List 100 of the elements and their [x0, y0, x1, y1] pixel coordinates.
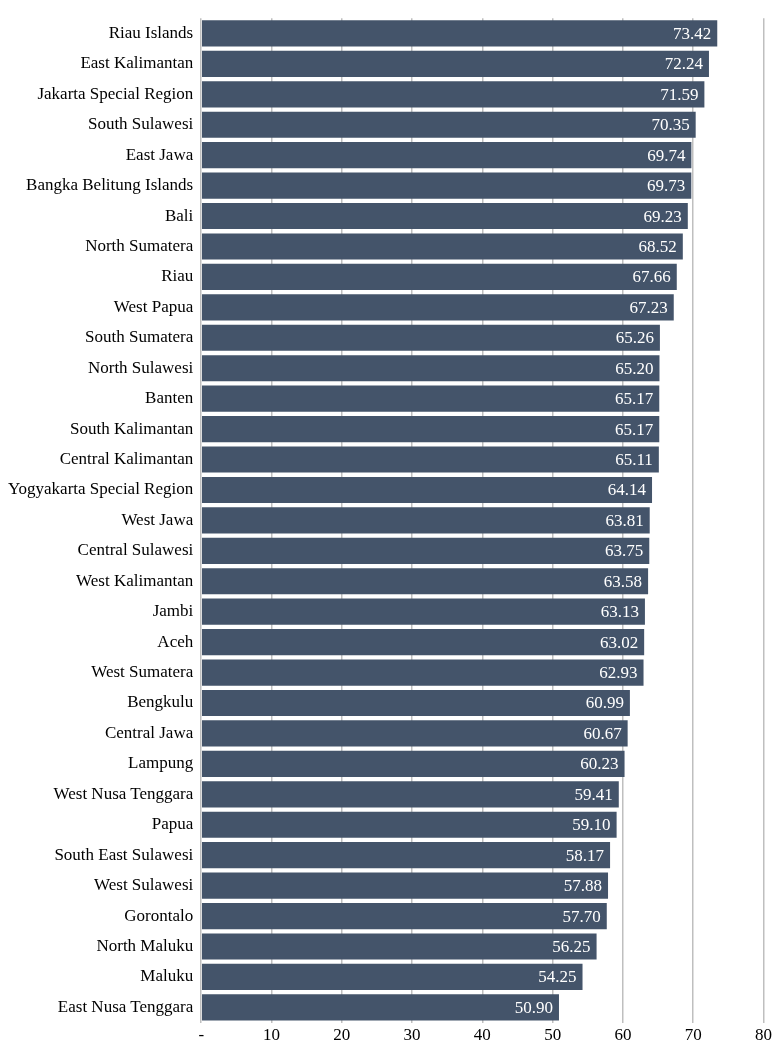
data-label: 57.70	[562, 906, 601, 926]
bar	[201, 416, 660, 443]
bar	[201, 142, 692, 169]
data-label: 68.52	[638, 236, 677, 256]
bar	[201, 842, 611, 869]
y-tick-label: South Sumatera	[85, 327, 194, 347]
y-tick-label: Maluku	[140, 966, 194, 986]
y-tick-label: East Kalimantan	[80, 53, 194, 73]
data-label: 56.25	[552, 936, 591, 956]
x-tick-label: 60	[614, 1025, 632, 1045]
x-tick-label: 80	[755, 1025, 772, 1045]
data-label: 69.74	[647, 145, 686, 165]
bar	[201, 50, 709, 77]
y-tick-label: Central Jawa	[104, 722, 194, 742]
y-tick-label: Gorontalo	[124, 905, 194, 925]
bar	[201, 294, 674, 321]
data-label: 73.42	[673, 23, 712, 43]
data-label: 54.25	[538, 967, 577, 987]
y-tick-label: Central Kalimantan	[59, 449, 194, 468]
data-label: 63.81	[605, 510, 644, 530]
x-tick-label: 30	[403, 1025, 421, 1045]
y-tick-label: North Sumatera	[85, 235, 194, 255]
y-tick-label: Papua	[151, 814, 194, 834]
data-label: 57.88	[563, 876, 603, 896]
y-tick-label: East Nusa Tenggara	[57, 996, 194, 1016]
y-tick-label: North Maluku	[96, 935, 194, 955]
bar	[201, 324, 660, 351]
y-tick-label: South Sulawesi	[87, 114, 194, 134]
y-tick-label: Jambi	[152, 601, 194, 621]
x-tick-label: 40	[473, 1025, 491, 1045]
x-tick-label: 70	[684, 1025, 702, 1045]
data-label: 72.24	[664, 54, 704, 74]
y-tick-label: West Nusa Tenggara	[53, 783, 194, 803]
y-tick-label: Central Sulawesi	[77, 540, 194, 560]
data-label: 59.41	[574, 784, 613, 804]
data-label: 71.59	[660, 84, 699, 104]
bar	[201, 355, 660, 382]
y-tick-label: West Papua	[113, 296, 194, 316]
data-label: 65.17	[615, 389, 654, 409]
y-tick-label: West Kalimantan	[76, 570, 194, 590]
bar	[201, 933, 597, 960]
bar	[201, 81, 705, 108]
bar	[201, 659, 644, 686]
data-label: 62.93	[599, 663, 638, 683]
y-tick-label: Bangka Belitung Islands	[26, 175, 194, 195]
data-label: 58.17	[565, 845, 605, 865]
x-tick-label: 20	[333, 1025, 351, 1045]
x-tick-label: 10	[263, 1025, 281, 1045]
y-tick-label: North Sulawesi	[87, 357, 194, 377]
bar	[201, 720, 628, 747]
bar	[201, 476, 653, 504]
y-tick-label: Banten	[145, 388, 194, 408]
y-tick-label: Riau	[161, 266, 194, 286]
bar	[201, 629, 645, 656]
data-label: 67.66	[632, 267, 671, 287]
bar	[201, 385, 660, 412]
bar	[201, 20, 718, 47]
data-label: 63.13	[600, 602, 639, 622]
bar	[201, 202, 688, 230]
data-label: 70.35	[651, 115, 690, 135]
bar	[201, 172, 692, 199]
data-label: 60.99	[585, 693, 624, 713]
bar	[201, 111, 696, 138]
data-label: 63.75	[605, 541, 644, 561]
bar	[201, 781, 619, 808]
bar	[201, 537, 650, 564]
bar	[201, 568, 649, 595]
bar	[201, 507, 650, 534]
bar	[201, 263, 677, 290]
y-tick-label: Yogyakarta Special Region	[7, 479, 194, 499]
data-label: 64.14	[607, 480, 647, 500]
data-label: 65.11	[615, 450, 653, 469]
y-tick-label: Jakarta Special Region	[37, 83, 194, 103]
y-tick-label: West Jawa	[121, 509, 194, 529]
y-tick-label: South East Sulawesi	[54, 844, 194, 864]
bar	[201, 963, 583, 991]
bar	[201, 750, 625, 777]
bar	[201, 598, 645, 625]
data-label: 50.90	[514, 997, 553, 1017]
bar	[201, 872, 609, 899]
data-label: 65.26	[615, 328, 654, 348]
data-label: 59.10	[572, 815, 611, 835]
y-tick-label: Riau Islands	[108, 22, 194, 42]
x-tick-label: -	[198, 1025, 205, 1045]
data-label: 60.23	[580, 754, 619, 774]
data-label: 65.20	[615, 358, 654, 378]
y-tick-label: Aceh	[157, 631, 194, 651]
y-tick-label: Bali	[164, 205, 194, 225]
data-label: 69.73	[647, 176, 686, 196]
data-label: 67.23	[629, 297, 668, 317]
y-tick-label: West Sumatera	[91, 662, 194, 682]
bar	[201, 446, 659, 473]
x-tick-label: 50	[544, 1025, 562, 1045]
data-label: 63.58	[603, 571, 643, 591]
data-label: 65.17	[615, 419, 654, 439]
y-tick-label: Lampung	[128, 753, 194, 773]
y-tick-label: Bengkulu	[127, 692, 194, 712]
bar	[201, 233, 683, 260]
bar	[201, 994, 559, 1021]
data-label: 63.02	[599, 632, 639, 652]
